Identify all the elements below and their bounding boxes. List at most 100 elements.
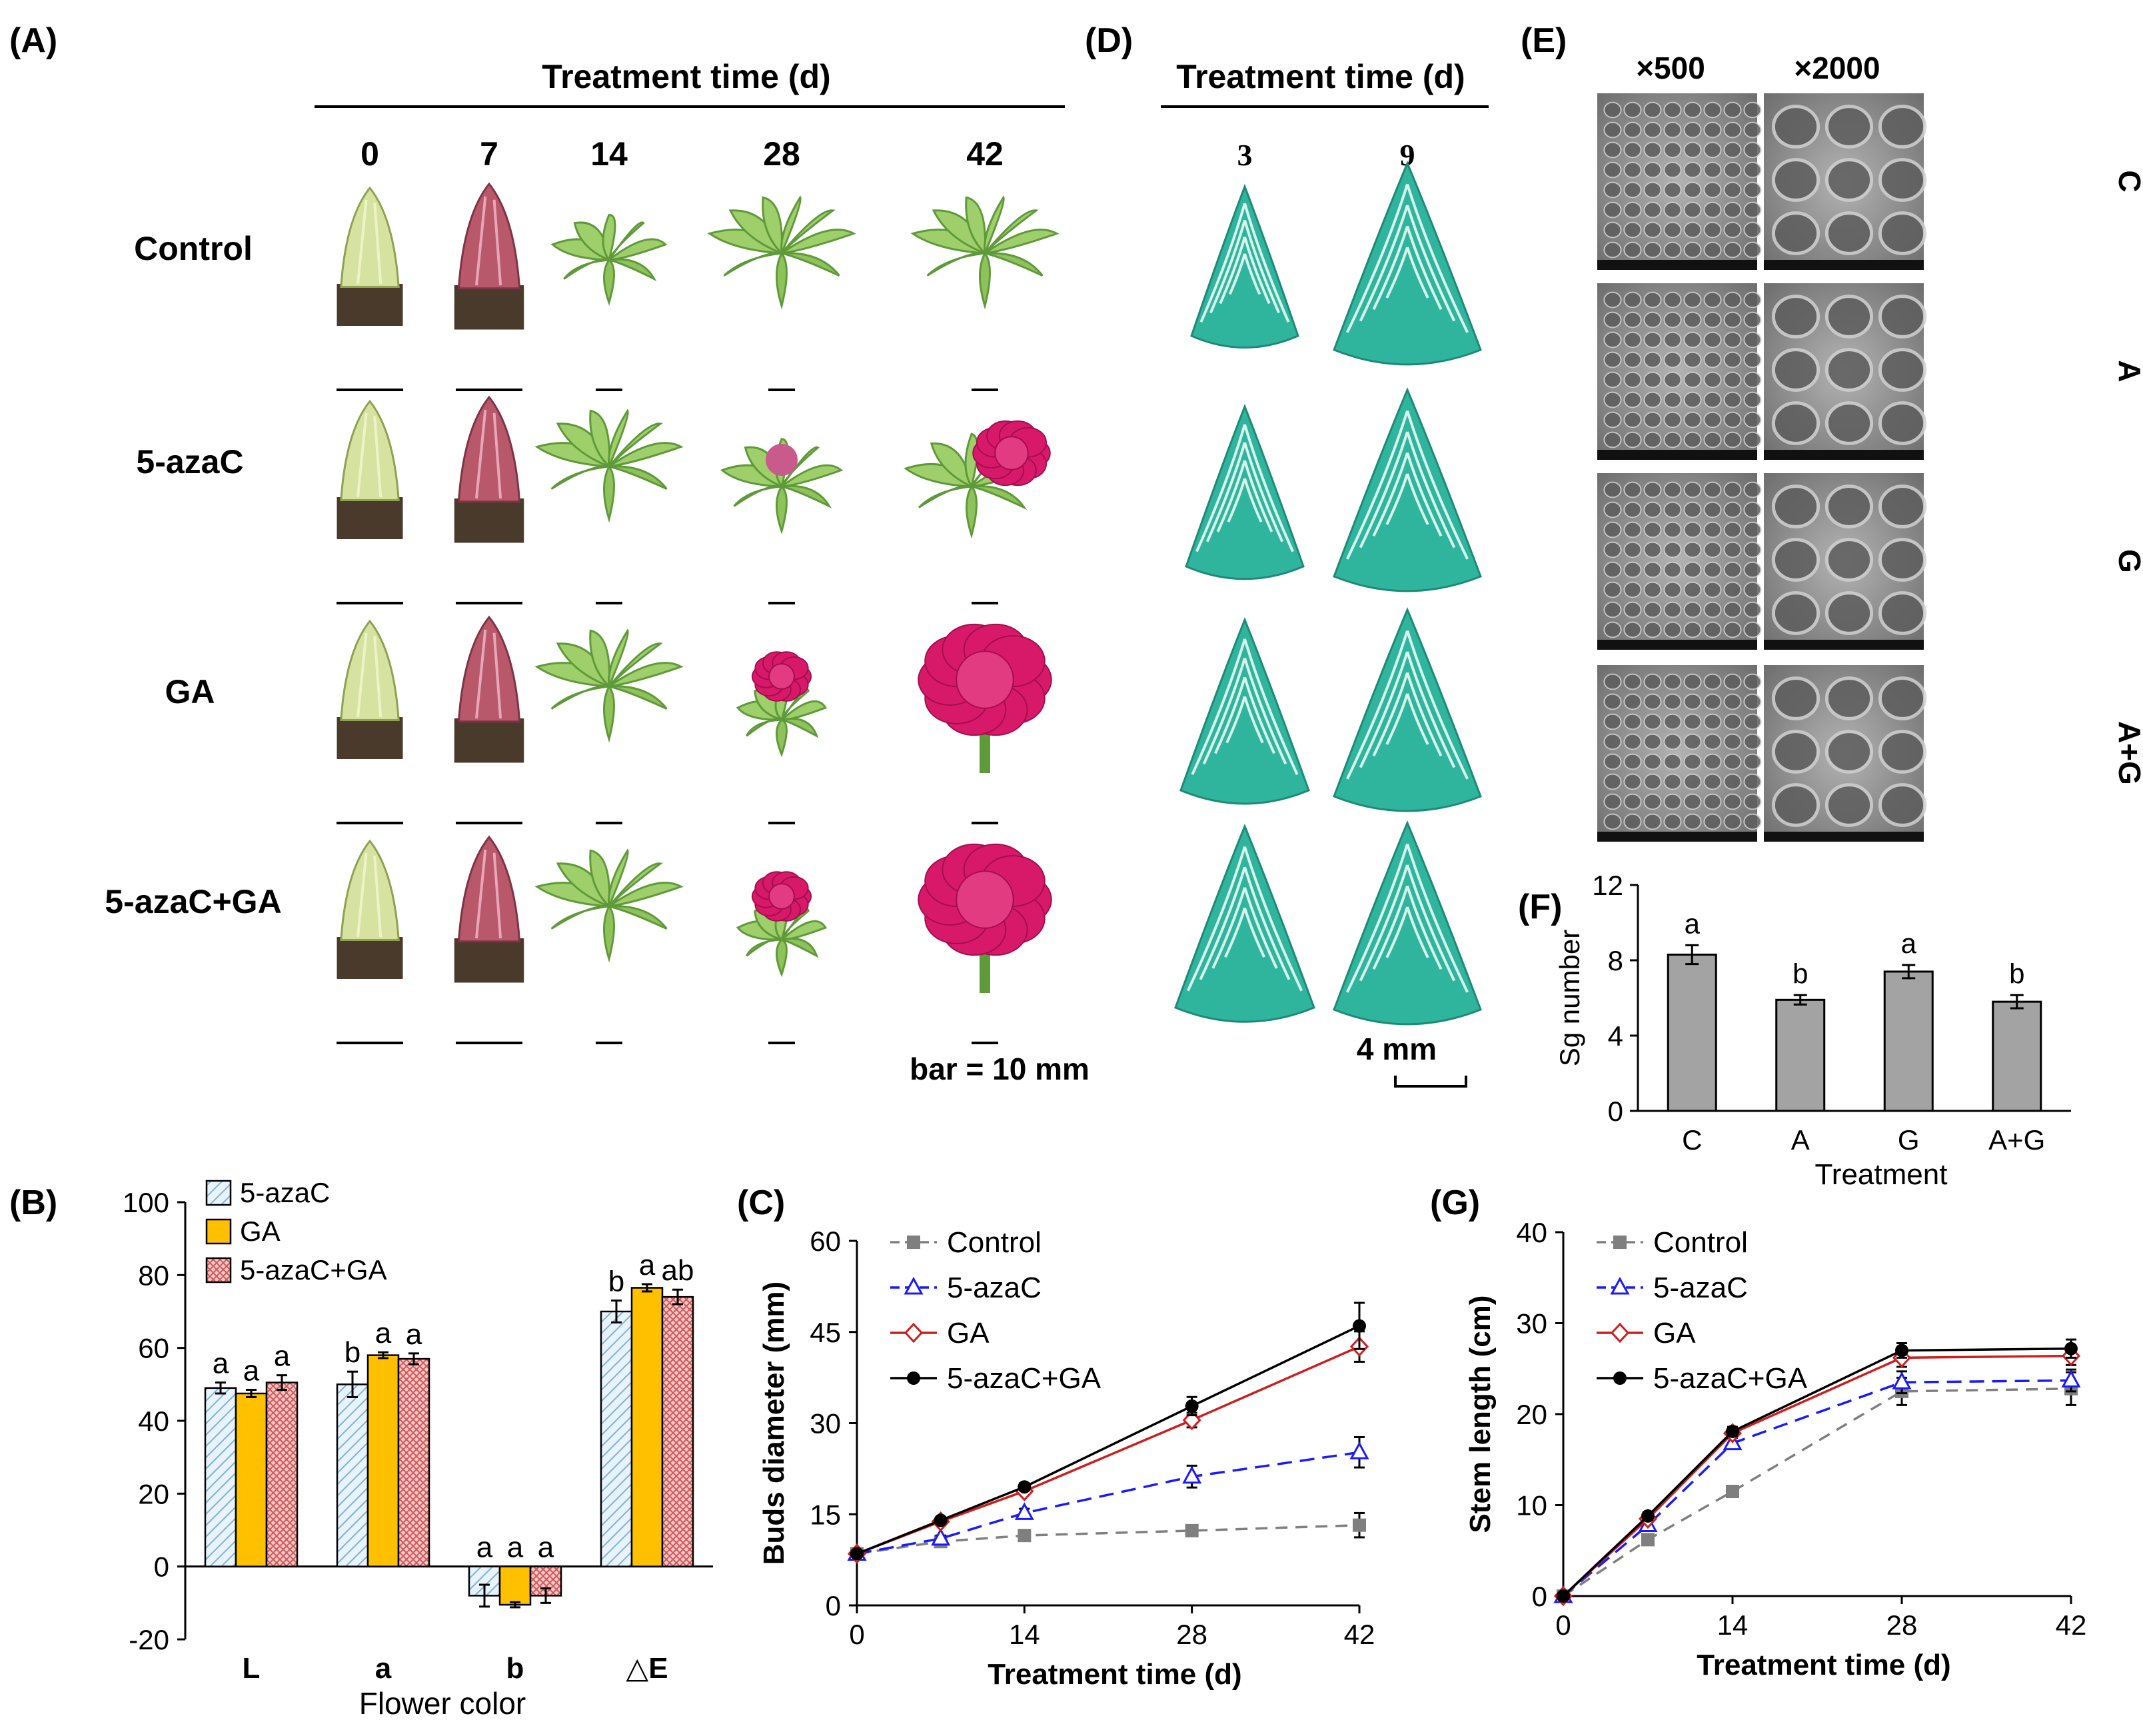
panel-d-day-label: 3 <box>1237 138 1253 172</box>
sem-cell <box>1723 561 1742 578</box>
leaf-lower <box>776 484 788 535</box>
sem-cell <box>1771 591 1820 635</box>
sem-cell <box>1643 201 1662 219</box>
data-point <box>1895 1342 1908 1359</box>
sem-cell <box>1703 331 1722 349</box>
leaf <box>984 229 1060 255</box>
sem-cell <box>1623 581 1642 598</box>
sem-cell <box>1878 538 1927 582</box>
sem-cell <box>1603 501 1622 518</box>
leaf <box>602 214 616 263</box>
sem-cell <box>1703 221 1722 239</box>
sem-cell <box>1723 481 1742 498</box>
sem-cell <box>1623 713 1642 730</box>
sem-cell <box>1663 101 1682 119</box>
sem-cell <box>1663 581 1682 598</box>
sem-cell <box>1643 713 1662 730</box>
section-layer <box>1186 846 1303 992</box>
x-tick-label: A+G <box>1988 1124 2045 1156</box>
sem-cell <box>1743 773 1762 790</box>
bud-lines <box>357 413 382 498</box>
x-tick-label: 42 <box>1344 1619 1375 1650</box>
bar <box>366 1354 400 1567</box>
sem-cell <box>1723 121 1742 139</box>
panel-a-day-label: 14 <box>590 135 628 173</box>
sem-cell <box>1878 211 1927 255</box>
plant-photo-flower-bud <box>736 651 827 824</box>
sem-cell <box>1663 813 1682 830</box>
x-tick-label: 0 <box>1555 1609 1571 1641</box>
x-axis-title: Treatment time (d) <box>1697 1649 1950 1681</box>
sem-cell <box>1643 501 1662 518</box>
sem-cell <box>1643 793 1662 810</box>
sem-cell <box>1643 241 1662 259</box>
sem-cell <box>1703 521 1722 538</box>
bud-base <box>454 285 524 330</box>
leaf-lower <box>603 464 615 523</box>
leaf-lower <box>608 685 668 710</box>
leaf <box>984 195 1005 257</box>
data-point <box>1185 1395 1199 1417</box>
sem-cell <box>1703 481 1722 498</box>
leaf-lower <box>608 258 657 281</box>
sem-cell <box>1723 221 1742 239</box>
sem-cell <box>1743 181 1762 199</box>
sem-cell <box>1771 730 1820 774</box>
sem-cell <box>1603 331 1622 349</box>
sem-cell <box>1643 753 1662 770</box>
sem-cell <box>1603 181 1622 199</box>
y-axis-title: Sg number <box>1554 930 1585 1066</box>
bud-lines <box>475 849 502 939</box>
sem-cell <box>1683 431 1702 448</box>
sem-cell <box>1771 401 1820 445</box>
y-tick-label: 60 <box>810 1226 841 1257</box>
sem-info-strip <box>1764 640 1924 650</box>
leaf <box>780 908 810 940</box>
x-tick-label: △E <box>626 1652 668 1685</box>
bud-base <box>337 284 403 326</box>
plant-photo-bud <box>337 839 403 1044</box>
sem-cell <box>1824 401 1874 445</box>
section-layer <box>1372 672 1443 757</box>
sem-cell <box>1603 541 1622 558</box>
plant-photo-flower <box>918 623 1052 824</box>
sem-cell <box>1771 783 1820 827</box>
sem-cell <box>1824 676 1874 720</box>
sem-cell <box>1623 221 1642 239</box>
leaf <box>608 642 663 688</box>
sem-cell <box>1623 241 1642 259</box>
x-tick-label: 14 <box>1009 1619 1040 1650</box>
y-tick-label: 20 <box>138 1478 169 1509</box>
plant-photo-bud-red <box>454 835 524 1044</box>
bud-body <box>457 835 521 943</box>
legend-label: GA <box>240 1216 281 1247</box>
leaf <box>589 629 610 689</box>
leaf <box>608 409 629 470</box>
marker-triangle <box>1014 1502 1034 1520</box>
bud-base <box>454 718 524 763</box>
y-tick-label: 0 <box>154 1551 169 1583</box>
leaf-lower <box>733 484 782 507</box>
sem-cell <box>1663 161 1682 179</box>
sem-cell <box>1603 601 1622 618</box>
sem-cell <box>1643 391 1662 409</box>
bud-body <box>457 182 521 290</box>
section-layer <box>1345 843 1469 993</box>
leaf <box>762 196 783 256</box>
sem-cell <box>1623 371 1642 389</box>
section-layer <box>1228 253 1261 295</box>
section-layer <box>1385 473 1429 525</box>
sem-cell <box>1643 161 1662 179</box>
marker-circle <box>1613 1371 1627 1385</box>
marker-square <box>1613 1236 1627 1249</box>
section-outline <box>1333 607 1482 812</box>
sem-cell <box>1703 813 1722 830</box>
sem-cell <box>1743 121 1762 139</box>
section-layer <box>1216 460 1273 532</box>
plant-photo-flower <box>918 843 1052 1044</box>
marker-diamond <box>1610 1322 1630 1343</box>
marker-triangle <box>1182 1465 1202 1484</box>
y-tick-label: 100 <box>123 1187 169 1218</box>
sem-info-strip <box>1597 640 1757 650</box>
sem-cell <box>1623 351 1642 369</box>
